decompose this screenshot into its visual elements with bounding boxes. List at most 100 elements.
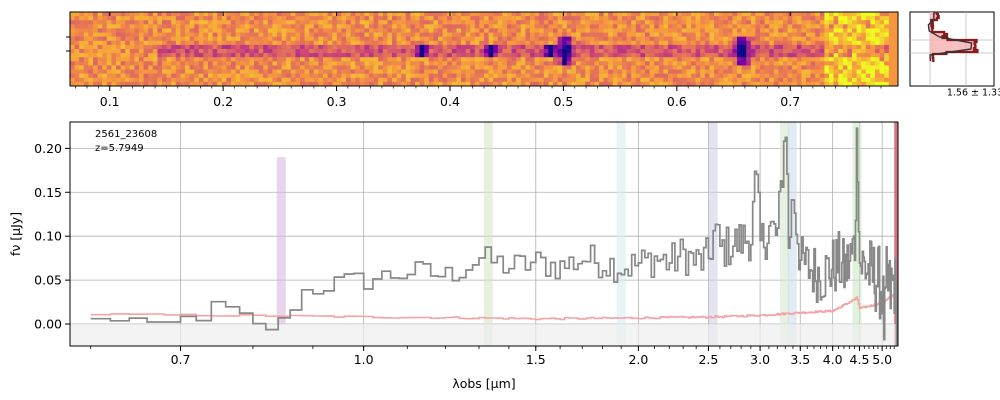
heatmap-cell bbox=[893, 65, 898, 70]
heatmap-cell bbox=[488, 77, 494, 83]
y-axis-label: fν [μJy] bbox=[8, 212, 23, 256]
heatmap-cell bbox=[410, 36, 416, 42]
heatmap-cell bbox=[157, 32, 163, 38]
heatmap-cell bbox=[755, 40, 761, 46]
heatmap-cell bbox=[479, 61, 485, 66]
heatmap-cell bbox=[714, 24, 719, 29]
heatmap-cell bbox=[185, 36, 190, 42]
heatmap-cell bbox=[438, 24, 443, 29]
heatmap-cell bbox=[484, 73, 489, 79]
heatmap-cell bbox=[111, 49, 117, 54]
heatmap-cell bbox=[433, 49, 439, 54]
heatmap-cell bbox=[83, 61, 89, 66]
heatmap-cell bbox=[594, 57, 600, 62]
heatmap-cell bbox=[405, 20, 411, 25]
heatmap-cell bbox=[530, 28, 535, 33]
heatmap-cell bbox=[143, 24, 149, 29]
heatmap-cell bbox=[617, 57, 623, 62]
heatmap-cell bbox=[300, 24, 305, 29]
heatmap-cell bbox=[539, 77, 545, 83]
heatmap-cell bbox=[640, 32, 646, 38]
heatmap-cell bbox=[806, 24, 811, 29]
heatmap-cell bbox=[387, 73, 393, 79]
heatmap-cell bbox=[249, 49, 255, 54]
heatmap-cell bbox=[525, 16, 531, 21]
heatmap-cell bbox=[819, 16, 825, 21]
heatmap-cell bbox=[507, 49, 512, 54]
heatmap-cell bbox=[815, 49, 821, 54]
heatmap-cell bbox=[801, 73, 807, 79]
heatmap-cell bbox=[313, 53, 319, 58]
heatmap-cell bbox=[511, 53, 517, 58]
heatmap-cell bbox=[488, 28, 494, 33]
heatmap-cell bbox=[401, 12, 407, 17]
heatmap-cell bbox=[106, 28, 112, 33]
heatmap-cell bbox=[497, 77, 503, 83]
heatmap-cell bbox=[277, 49, 282, 54]
heatmap-cell bbox=[764, 57, 770, 62]
heatmap-cell bbox=[336, 73, 342, 79]
heatmap-cell bbox=[801, 49, 807, 54]
heatmap-cell bbox=[875, 57, 880, 62]
heatmap-cell bbox=[162, 32, 167, 38]
heatmap-cell bbox=[254, 65, 259, 70]
heatmap-cell bbox=[240, 57, 246, 62]
heatmap-cell bbox=[838, 57, 844, 62]
heatmap-cell bbox=[810, 28, 816, 33]
heatmap-cell bbox=[120, 16, 126, 21]
heatmap-cell bbox=[870, 61, 876, 66]
heatmap-cell bbox=[327, 61, 333, 66]
heatmap-cell bbox=[290, 36, 296, 42]
heatmap-cell bbox=[323, 12, 328, 17]
heatmap-cell bbox=[79, 61, 85, 66]
heatmap-cell bbox=[612, 36, 618, 42]
heatmap-cell bbox=[461, 44, 466, 50]
heatmap-cell bbox=[470, 53, 476, 58]
heatmap-cell bbox=[327, 44, 333, 50]
heatmap-cell bbox=[290, 81, 296, 86]
heatmap-cell bbox=[773, 32, 779, 38]
heatmap-cell bbox=[157, 61, 163, 66]
heatmap-cell bbox=[152, 32, 158, 38]
heatmap-cell bbox=[300, 44, 305, 50]
heatmap-cell bbox=[727, 20, 733, 25]
heatmap-cell bbox=[819, 65, 825, 70]
heatmap-cell bbox=[272, 24, 278, 29]
heatmap-cell bbox=[580, 16, 586, 21]
heatmap-cell bbox=[668, 69, 673, 75]
heatmap-cell bbox=[787, 20, 793, 25]
heatmap-cell bbox=[401, 81, 407, 86]
heatmap-cell bbox=[479, 32, 485, 38]
heatmap-cell bbox=[120, 77, 126, 83]
heatmap-cell bbox=[189, 44, 195, 50]
heatmap-cell bbox=[231, 61, 236, 66]
heatmap-cell bbox=[208, 61, 213, 66]
heatmap-cell bbox=[313, 57, 319, 62]
heatmap-cell bbox=[548, 12, 554, 17]
heatmap-cell bbox=[709, 16, 715, 21]
heatmap-cell bbox=[557, 28, 563, 33]
heatmap-cell bbox=[589, 44, 595, 50]
heatmap-cell bbox=[865, 40, 871, 46]
heatmap-cell bbox=[392, 65, 397, 70]
heatmap-cell bbox=[635, 61, 641, 66]
heatmap-cell bbox=[603, 44, 609, 50]
heatmap-cell bbox=[83, 53, 89, 58]
heatmap-cell bbox=[566, 73, 572, 79]
heatmap-cell bbox=[493, 40, 499, 46]
heatmap-cell bbox=[755, 53, 761, 58]
heatmap-cell bbox=[134, 20, 140, 25]
heatmap-cell bbox=[180, 57, 186, 62]
heatmap-cell bbox=[884, 40, 890, 46]
heatmap-cell bbox=[658, 57, 664, 62]
heatmap-cell bbox=[741, 49, 747, 54]
heatmap-cell bbox=[231, 77, 236, 83]
heatmap-cell bbox=[304, 53, 310, 58]
heatmap-cell bbox=[267, 28, 273, 33]
heatmap-cell bbox=[764, 77, 770, 83]
heatmap-cell bbox=[203, 65, 209, 70]
heatmap-cell bbox=[479, 69, 485, 75]
heatmap-cell bbox=[783, 61, 788, 66]
heatmap-cell bbox=[783, 77, 788, 83]
heatmap-cell bbox=[203, 12, 209, 17]
